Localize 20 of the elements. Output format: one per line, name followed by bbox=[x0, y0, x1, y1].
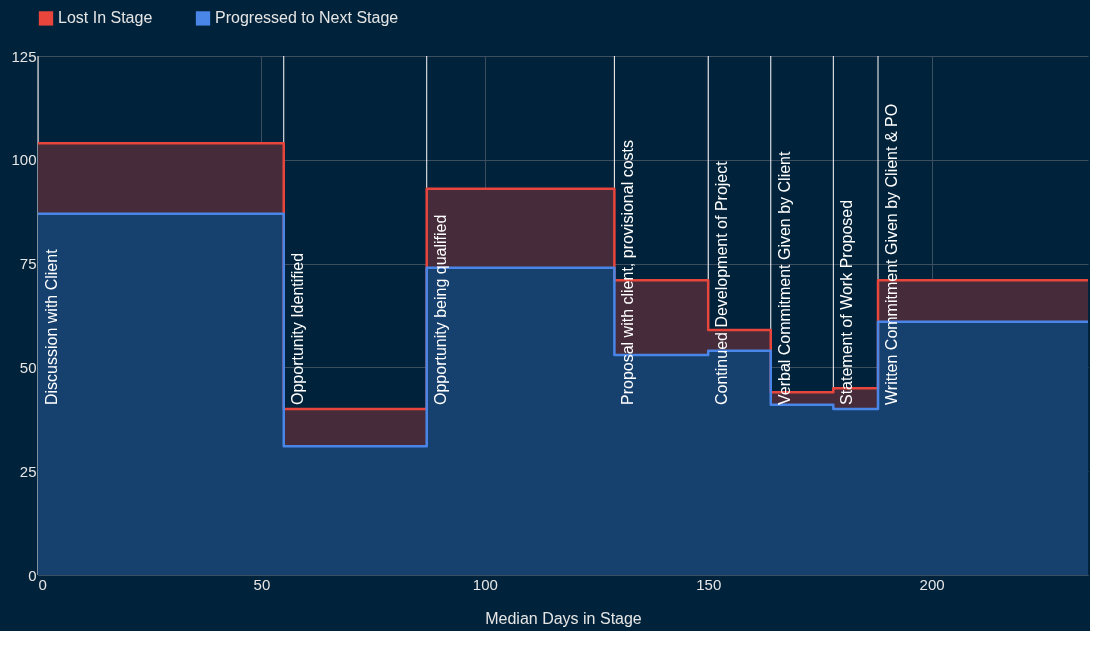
y-tick-label: 100 bbox=[11, 151, 37, 169]
y-tick-label: 25 bbox=[19, 462, 37, 480]
y-tick-label: 50 bbox=[19, 358, 37, 376]
ref-line-label: Discussion with Client bbox=[43, 248, 60, 405]
ref-line-label: Written Commitment Given by Client & PO bbox=[883, 103, 900, 405]
legend-label: Progressed to Next Stage bbox=[215, 9, 399, 27]
ref-line-label: Proposal with client, provisional costs bbox=[619, 139, 637, 405]
y-tick-label: 75 bbox=[19, 255, 37, 273]
ref-line-label: Statement of Work Proposed bbox=[838, 199, 856, 405]
ref-line-label: Continued Development of Project bbox=[713, 160, 731, 405]
x-tick-label: 150 bbox=[696, 575, 722, 593]
ref-line-label: Verbal Commitment Given by Client bbox=[775, 151, 793, 405]
ref-line-label: Opportunity being qualified bbox=[431, 214, 449, 405]
x-tick-label: 50 bbox=[253, 575, 271, 593]
y-tick-label: 125 bbox=[11, 47, 37, 65]
x-tick-label: 100 bbox=[472, 575, 498, 593]
x-axis-title: Median Days in Stage bbox=[485, 609, 642, 627]
legend-label: Lost In Stage bbox=[58, 9, 153, 27]
x-tick-label: 200 bbox=[919, 575, 945, 593]
ref-line-label: Opportunity Identified bbox=[288, 252, 306, 405]
